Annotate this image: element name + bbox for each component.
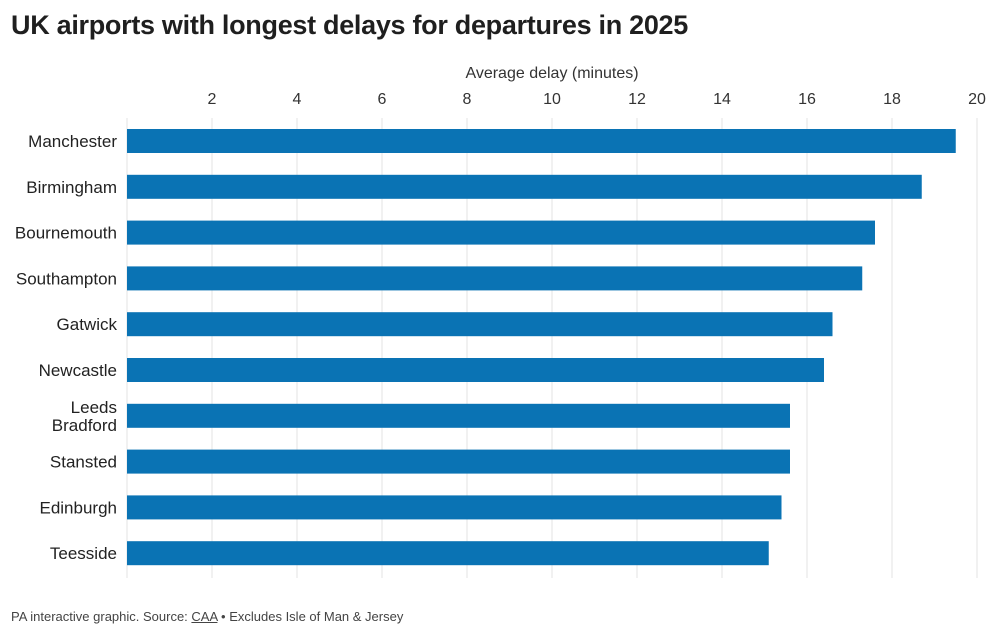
category-label: Gatwick <box>57 315 118 334</box>
bar <box>127 266 863 291</box>
category-label: Birmingham <box>26 178 117 197</box>
category-labels: Manchester Birmingham Bournemouth Southampt… <box>15 132 118 563</box>
category-label: Stansted <box>50 453 117 472</box>
source-link[interactable]: CAA <box>191 609 218 624</box>
category-label: Teesside <box>50 544 117 563</box>
x-tick-label: 2 <box>208 91 217 108</box>
x-tick-label: 6 <box>378 91 387 108</box>
x-tick-label: 8 <box>463 91 472 108</box>
category-label: Bradford <box>52 416 117 435</box>
bar <box>127 403 790 428</box>
x-tick-label: 20 <box>968 91 986 108</box>
x-tick-label: 12 <box>628 91 646 108</box>
category-label: Newcastle <box>39 361 117 380</box>
footer-note: PA interactive graphic. Source: CAA • Ex… <box>11 609 403 624</box>
x-tick-label: 18 <box>883 91 901 108</box>
bar <box>127 174 922 199</box>
bar <box>127 312 833 337</box>
category-label: Manchester <box>28 132 117 151</box>
category-label: Edinburgh <box>39 498 117 517</box>
footer-prefix: PA interactive graphic. Source: <box>11 609 192 624</box>
footer-suffix: • Excludes Isle of Man & Jersey <box>217 609 404 624</box>
bar <box>127 220 875 245</box>
bars <box>127 129 956 566</box>
bar <box>127 449 790 474</box>
x-tick-labels: 2 4 6 8 10 12 14 16 18 20 <box>208 91 986 108</box>
x-tick-label: 4 <box>293 91 302 108</box>
category-label: Leeds <box>71 398 117 417</box>
category-label: Southampton <box>16 269 117 288</box>
x-tick-label: 10 <box>543 91 561 108</box>
bar <box>127 129 956 153</box>
x-tick-label: 16 <box>798 91 816 108</box>
chart-title: UK airports with longest delays for depa… <box>11 10 688 40</box>
x-tick-label: 14 <box>713 91 731 108</box>
x-axis-label: Average delay (minutes) <box>465 65 638 82</box>
bar <box>127 495 782 520</box>
category-label: Bournemouth <box>15 224 117 243</box>
bar-chart: Average delay (minutes) 2 4 6 8 10 12 14 16 18 20… <box>15 65 986 578</box>
bar <box>127 541 769 566</box>
bar <box>127 358 824 382</box>
